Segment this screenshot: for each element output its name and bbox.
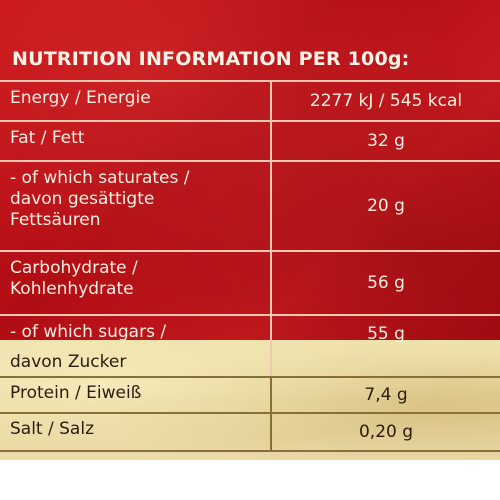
gold-foil-background	[0, 340, 500, 460]
nutrient-label: Energy / Energie	[10, 88, 151, 108]
nutrient-name: - of which saturates / davon gesättigte …	[0, 162, 272, 250]
nutrient-label: - of which saturates /	[10, 168, 190, 188]
nutrient-value: 0,20 g	[358, 422, 414, 442]
nutrient-name: - of which sugars / davon Zucker	[0, 316, 272, 376]
nutrition-label: NUTRITION INFORMATION PER 100g: Energy /…	[0, 0, 500, 460]
nutrient-value: 32 g	[367, 131, 405, 151]
table-row-energy: Energy / Energie 2277 kJ / 545 kcal	[0, 82, 500, 122]
nutrient-label: Fat / Fett	[10, 128, 85, 148]
nutrient-label: Protein / Eiweiß	[10, 383, 142, 403]
nutrient-name: Salt / Salz	[0, 414, 272, 450]
table-row-sugars: - of which sugars / davon Zucker 55 g	[0, 316, 500, 378]
nutrient-value: 7,4 g	[364, 385, 408, 405]
nutrient-value: 20 g	[367, 196, 405, 216]
nutrition-title: NUTRITION INFORMATION PER 100g:	[12, 48, 410, 70]
table-row-carbohydrate: Carbohydrate / Kohlenhydrate 56 g	[0, 252, 500, 316]
table-row-saturates: - of which saturates / davon gesättigte …	[0, 162, 500, 252]
nutrient-label: davon gesättigte	[10, 189, 155, 209]
nutrition-table: Energy / Energie 2277 kJ / 545 kcal Fat …	[0, 80, 500, 452]
nutrient-label: davon Zucker	[10, 352, 127, 372]
nutrient-label: Carbohydrate /	[10, 258, 138, 278]
table-row-salt: Salt / Salz 0,20 g	[0, 414, 500, 452]
nutrient-name: Energy / Energie	[0, 82, 272, 120]
nutrient-name: Fat / Fett	[0, 122, 272, 160]
nutrient-label: Kohlenhydrate	[10, 279, 134, 299]
red-foil-background	[0, 0, 500, 340]
nutrient-value: 55 g	[367, 324, 405, 344]
white-margin	[0, 460, 500, 500]
nutrient-value: 56 g	[367, 273, 405, 293]
table-row-fat: Fat / Fett 32 g	[0, 122, 500, 162]
nutrient-label: Fettsäuren	[10, 210, 101, 230]
table-row-protein: Protein / Eiweiß 7,4 g	[0, 378, 500, 414]
nutrient-name: Carbohydrate / Kohlenhydrate	[0, 252, 272, 314]
nutrient-name: Protein / Eiweiß	[0, 378, 272, 412]
nutrient-value: 2277 kJ / 545 kcal	[309, 91, 463, 111]
nutrient-label: Salt / Salz	[10, 419, 94, 439]
nutrient-label: - of which sugars /	[10, 322, 167, 342]
